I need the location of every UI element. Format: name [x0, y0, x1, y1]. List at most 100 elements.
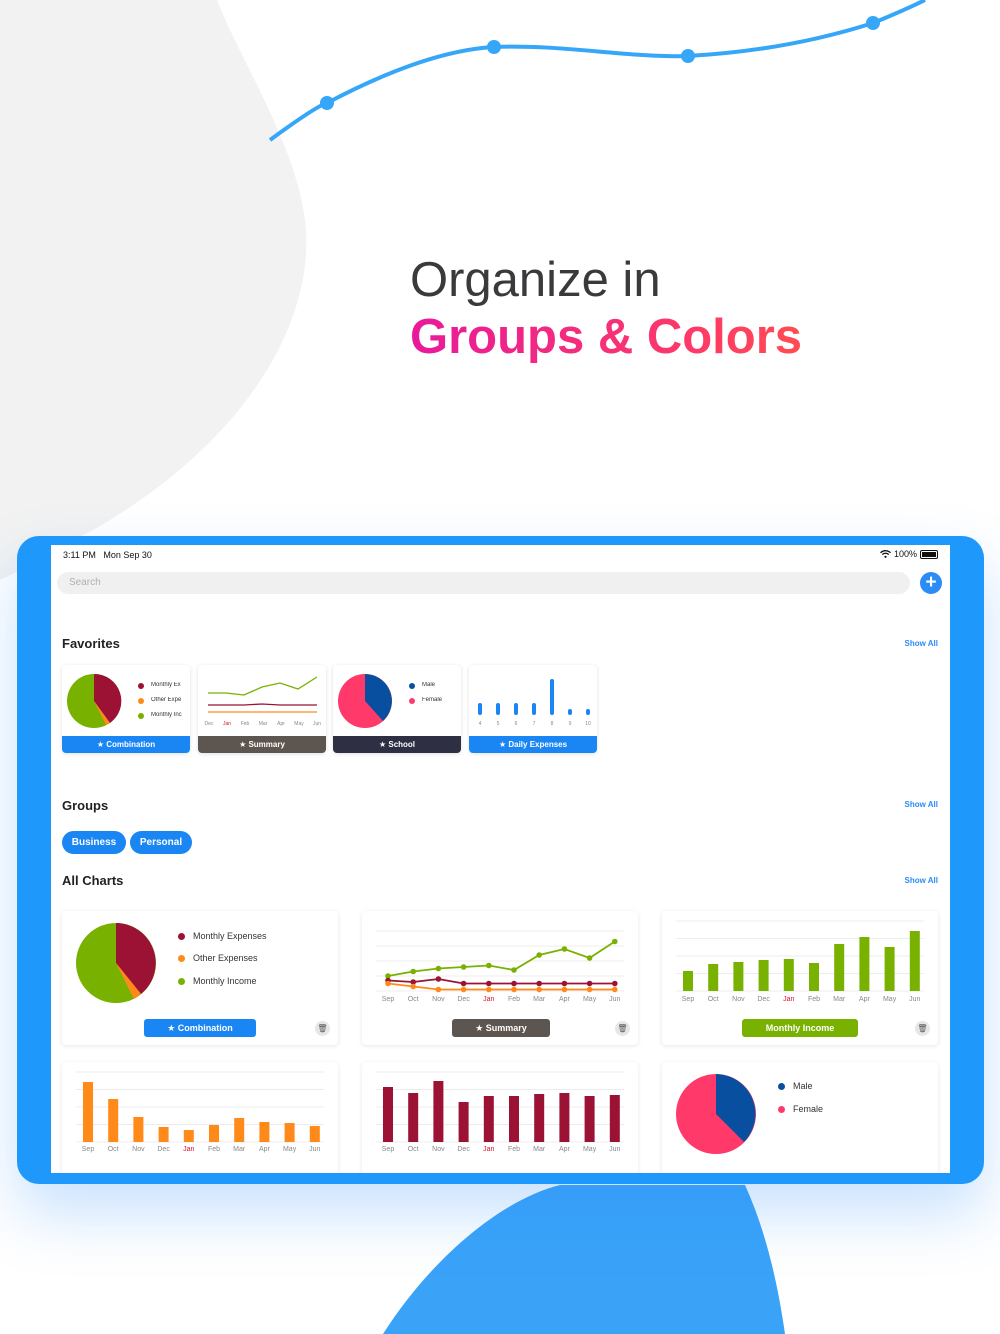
fav-pie-slice-other [94, 701, 110, 725]
month-label: Nov [132, 1146, 145, 1153]
data-point [511, 986, 517, 993]
fav-day: 7 [532, 721, 536, 727]
month-label: Sep [81, 1146, 95, 1153]
legend-dot [138, 713, 144, 719]
fav-daily-bar-chart [478, 679, 590, 715]
month-label: Feb [507, 996, 521, 1003]
month-label: Nov [432, 996, 445, 1003]
favorites-show-all[interactable]: Show All [904, 639, 938, 648]
legend-dot [138, 698, 144, 704]
fav-day: 10 [585, 721, 591, 727]
data-point [486, 986, 492, 993]
chart-card-label: Monthly Income [742, 1019, 858, 1037]
favorite-label: ★ Combination [62, 736, 190, 753]
battery-icon [920, 549, 938, 559]
data-point [612, 986, 618, 993]
bar [383, 1087, 393, 1142]
data-point [460, 980, 467, 987]
summary-line-chart [376, 930, 624, 993]
bar [708, 964, 719, 991]
data-point [460, 964, 467, 970]
headline: Organize in Groups & Colors [410, 252, 970, 366]
data-point [561, 986, 568, 993]
month-label: Feb [507, 1146, 521, 1153]
all-charts-show-all[interactable]: Show All [904, 876, 938, 885]
fav-month: May [294, 721, 304, 727]
month-label: Nov [432, 1146, 445, 1153]
legend-dot [778, 1083, 785, 1090]
favorite-card-combination[interactable]: Monthly Ex Other Expe Monthly Inc ★ Comb… [62, 665, 190, 753]
data-point [561, 946, 568, 952]
month-label: Apr [558, 1146, 570, 1153]
orange-bar-chart [76, 1071, 324, 1143]
fav-day: 4 [478, 721, 482, 727]
fav-month: Mar [258, 721, 268, 727]
fav-bar [478, 703, 482, 715]
plus-circle-icon[interactable]: + [920, 572, 942, 594]
legend-dot [409, 683, 415, 689]
fav-bar [586, 709, 590, 715]
fav-month: Jan [222, 721, 232, 727]
fav-legend-female: Female [422, 697, 443, 703]
legend-monthly-expenses: Monthly Expenses [193, 931, 267, 941]
chart-card-monthly-income[interactable]: Sep Oct Nov Dec Jan Feb Mar Apr May Jun Monthly I… [662, 911, 938, 1045]
legend-monthly-income: Monthly Income [193, 976, 257, 986]
month-label: Feb [807, 996, 821, 1003]
trash-icon[interactable]: 🗑 [615, 1021, 630, 1036]
fav-summary-line-income [208, 676, 318, 696]
fav-month: Feb [240, 721, 250, 727]
month-label: Oct [707, 996, 719, 1003]
groups-show-all[interactable]: Show All [904, 800, 938, 809]
month-label: Oct [407, 996, 419, 1003]
fav-day: 6 [514, 721, 518, 727]
fav-day: 8 [550, 721, 554, 727]
month-label: Jun [909, 996, 921, 1003]
series-line-0 [387, 940, 616, 977]
month-label: Apr [258, 1146, 270, 1153]
bar [683, 971, 693, 991]
chart-card-summary[interactable]: Sep Oct Nov Dec Jan Feb Mar Apr May Jun ★ Summary… [362, 911, 638, 1045]
bar [584, 1096, 595, 1142]
data-point [586, 955, 593, 961]
bar [259, 1122, 270, 1142]
data-point [511, 967, 517, 973]
group-pill-business[interactable]: Business [62, 831, 126, 854]
chart-card-combination[interactable]: Monthly Expenses Other Expenses Monthly … [62, 911, 338, 1045]
group-pill-personal[interactable]: Personal [130, 831, 192, 854]
data-point [536, 980, 542, 987]
bar [408, 1093, 419, 1142]
fav-month: Jun [312, 721, 322, 727]
month-label: Dec [757, 996, 770, 1003]
fav-legend-1: Monthly Ex [151, 682, 181, 688]
month-label: Oct [407, 1146, 419, 1153]
chart-card-label: ★ Summary [452, 1019, 550, 1037]
data-point [486, 962, 492, 969]
favorite-label: ★ Daily Expenses [469, 736, 597, 753]
data-point [586, 986, 593, 993]
bar [884, 947, 895, 991]
trash-icon[interactable]: 🗑 [915, 1021, 930, 1036]
bar [909, 931, 920, 991]
chart-card-orange-bars[interactable]: Sep Oct Nov Dec Jan Feb Mar Apr May Jun [62, 1062, 338, 1173]
fav-day: 9 [568, 721, 572, 727]
bar [158, 1127, 169, 1142]
favorite-card-summary[interactable]: Dec Jan Feb Mar Apr May Jun ★ Summary [198, 665, 326, 753]
series-line-1 [387, 978, 615, 985]
search-input[interactable]: Search [57, 572, 910, 594]
chart-card-wine-bars[interactable]: Sep Oct Nov Dec Jan Feb Mar Apr May Jun [362, 1062, 638, 1173]
month-label: Dec [157, 1146, 170, 1153]
all-charts-title: All Charts [62, 873, 124, 888]
bar [483, 1096, 494, 1142]
series-line-2 [387, 982, 615, 991]
bar [108, 1099, 119, 1142]
trash-icon[interactable]: 🗑 [315, 1021, 330, 1036]
favorite-card-school[interactable]: Male Female ★ School [333, 665, 461, 753]
favorite-card-daily-expenses[interactable]: 4 5 6 7 8 9 10 ★ Daily Expenses [469, 665, 597, 753]
bar [183, 1130, 194, 1142]
month-label: Sep [381, 1146, 395, 1153]
bar [609, 1095, 620, 1142]
chart-card-school[interactable]: Male Female [662, 1062, 938, 1173]
bar [733, 962, 744, 991]
fav-legend-male: Male [422, 682, 436, 688]
